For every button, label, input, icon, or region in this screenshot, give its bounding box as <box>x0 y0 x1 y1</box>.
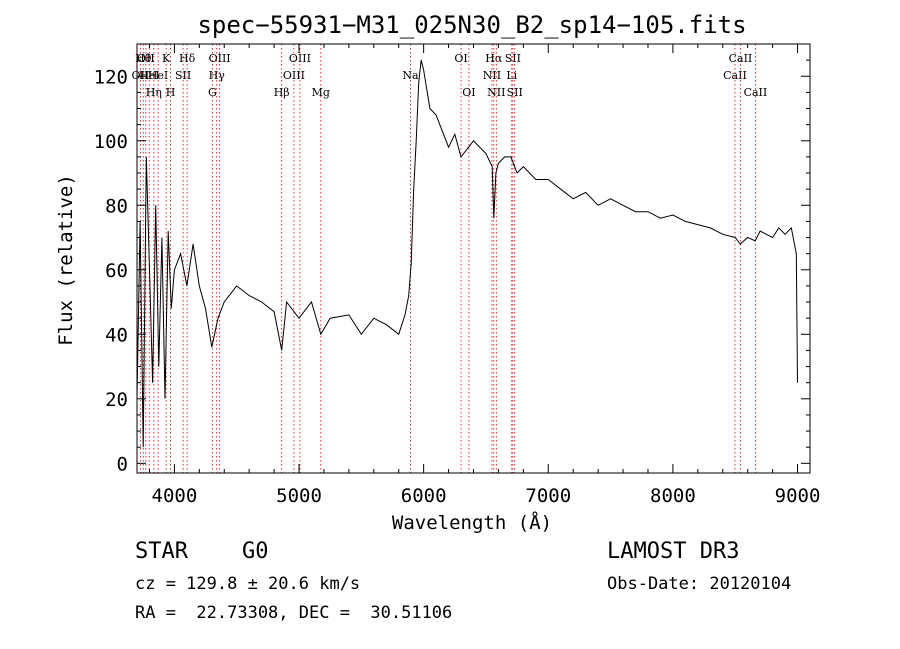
x-tick-label: 8000 <box>650 485 696 507</box>
survey-name: LAMOST DR3 <box>607 539 740 564</box>
x-tick-label: 4000 <box>152 485 198 507</box>
x-axis-label: Wavelength (Å) <box>392 511 552 534</box>
spectral-line-markers: OIIHθOIIHeIHηHeIKHSIIHδGHγOIIIHβOIIIOIII… <box>132 44 768 473</box>
plot-frame <box>136 43 811 474</box>
line-marker-label: G <box>208 86 217 99</box>
line-marker-label: NII <box>483 69 501 82</box>
line-marker-label: CaII <box>723 69 747 82</box>
x-tick-label: 6000 <box>401 485 447 507</box>
line-marker-label: OI <box>454 52 467 65</box>
object-subclass: G0 <box>242 539 269 564</box>
line-marker-label: K <box>162 52 171 65</box>
line-marker-label: OIII <box>209 52 231 65</box>
y-tick-label: 80 <box>105 195 128 217</box>
line-marker-label: Li <box>506 69 517 82</box>
line-marker-label: OII <box>132 69 150 82</box>
line-marker-label: CaII <box>729 52 753 65</box>
line-marker-label: CaII <box>744 86 768 99</box>
x-axis-ticks: 4000 5000 6000 7000 8000 9000 <box>148 44 821 507</box>
spectrum-line <box>136 59 798 448</box>
y-tick-label: 0 <box>117 453 128 475</box>
line-marker-label: SII <box>175 69 191 82</box>
line-marker-label: OIII <box>289 52 311 65</box>
observation-date: Obs-Date: 20120104 <box>607 574 792 594</box>
line-marker-label: Mg <box>312 86 330 99</box>
x-tick-label: 9000 <box>775 485 821 507</box>
line-marker-label: OIII <box>283 69 305 82</box>
y-tick-label: 40 <box>105 324 128 346</box>
y-tick-label: 120 <box>94 66 128 88</box>
line-marker-label: Hγ <box>209 69 226 82</box>
chart-title: spec−55931−M31_025N30_B2_sp14−105.fits <box>197 11 746 39</box>
line-marker-label: Na <box>402 69 419 82</box>
line-marker-label: H <box>166 86 176 99</box>
y-axis-ticks: 0 20 40 60 80 100 120 <box>94 59 810 475</box>
line-marker-label: HeI <box>148 69 168 82</box>
x-tick-label: 5000 <box>276 485 322 507</box>
y-axis-label: Flux (relative) <box>55 174 77 346</box>
line-marker-label: Hβ <box>274 86 290 99</box>
line-marker-label: OII <box>137 52 155 65</box>
y-tick-label: 100 <box>94 131 128 153</box>
x-tick-label: 7000 <box>525 485 571 507</box>
redshift-value: cz = 129.8 ± 20.6 km/s <box>135 574 361 594</box>
line-marker-label: SII <box>507 86 523 99</box>
line-marker-label: SII <box>505 52 521 65</box>
line-marker-label: HeI <box>139 69 159 82</box>
line-marker-label: OI <box>462 86 475 99</box>
line-marker-label: Hθ <box>135 52 152 65</box>
object-class: STAR <box>135 539 188 564</box>
line-marker-label: Hδ <box>179 52 196 65</box>
line-marker-label: NII <box>487 86 505 99</box>
line-marker-label: Hη <box>146 86 162 99</box>
y-tick-label: 60 <box>105 260 128 282</box>
coordinates: RA = 22.73308, DEC = 30.51106 <box>135 603 453 623</box>
line-marker-label: Hα <box>485 52 503 65</box>
y-tick-label: 20 <box>105 389 128 411</box>
